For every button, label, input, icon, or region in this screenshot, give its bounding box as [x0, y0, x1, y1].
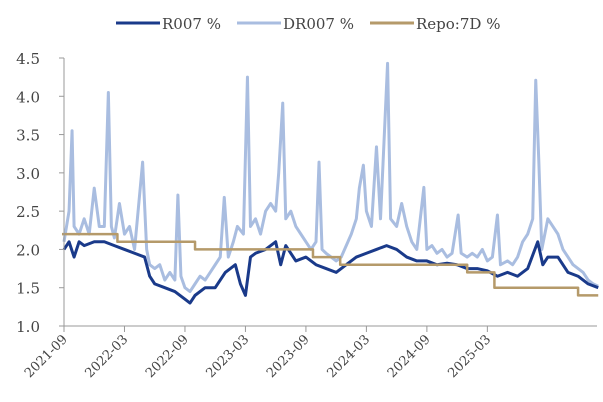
series-line-r007	[62, 240, 599, 305]
y-tick-label: 3.5	[16, 127, 40, 145]
legend-label-r007: R007 %	[162, 15, 221, 33]
y-tick-label: 2.5	[16, 203, 40, 221]
x-tick-label: 2022-03	[82, 332, 131, 381]
x-tick-label: 2023-09	[264, 332, 313, 381]
y-tick-label: 1.5	[16, 280, 40, 298]
legend-label-dr007: DR007 %	[283, 15, 354, 33]
y-tick-label: 4.5	[16, 50, 40, 68]
series-line-repo-7d	[61, 232, 599, 297]
x-tick-label: 2022-09	[143, 332, 192, 381]
y-tick-label: 1.0	[16, 318, 40, 336]
y-ticks: 1.0 1.5 2.0 2.5 3.0 3.5 4.0 4.5	[16, 50, 64, 336]
x-tick-label: 2024-09	[385, 332, 434, 381]
x-tick-label: 2023-03	[203, 332, 252, 381]
legend: R007 % DR007 % Repo:7D %	[116, 15, 500, 33]
legend-label-repo: Repo:7D %	[416, 15, 500, 33]
series-group	[61, 61, 599, 305]
legend-item-repo: Repo:7D %	[370, 15, 500, 33]
x-ticks: 2021-09 2022-03 2022-09 2023-03 2023-09 2024-…	[22, 326, 494, 381]
x-tick-label: 2021-09	[22, 332, 71, 381]
series-line-dr007	[62, 61, 599, 294]
y-tick-label: 2.0	[16, 241, 40, 259]
axes	[63, 58, 597, 327]
x-tick-label: 2025-03	[445, 332, 494, 381]
legend-item-dr007: DR007 %	[237, 15, 354, 33]
x-tick-label: 2024-03	[324, 332, 373, 381]
y-tick-label: 4.0	[16, 88, 40, 106]
legend-item-r007: R007 %	[116, 15, 221, 33]
y-tick-label: 3.0	[16, 165, 40, 183]
